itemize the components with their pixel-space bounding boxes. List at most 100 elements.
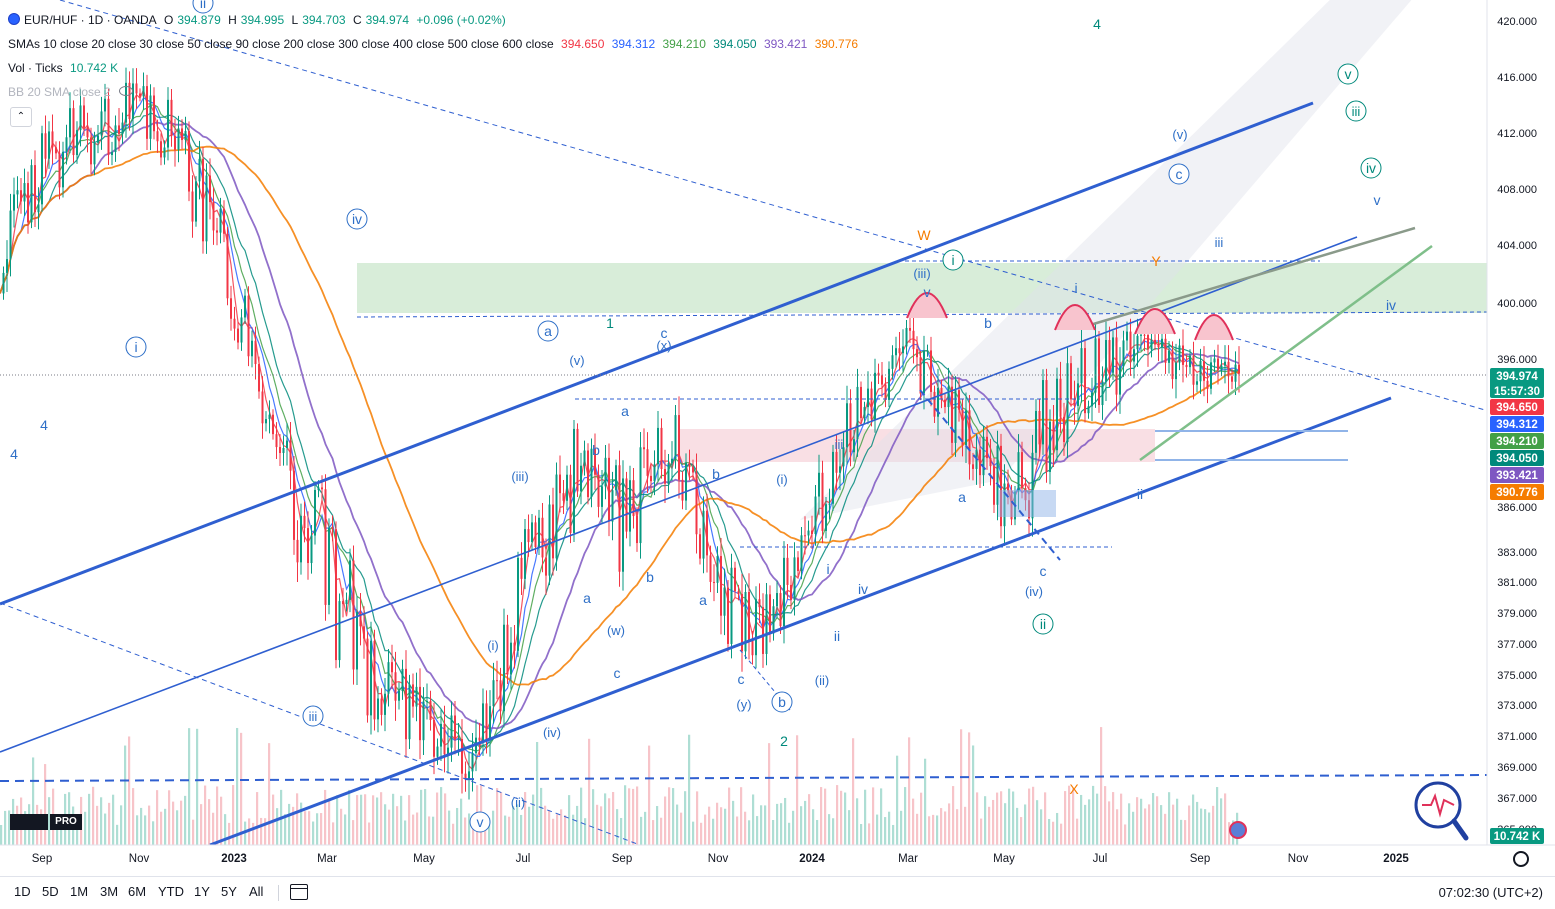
candle-body (450, 715, 453, 748)
candle-body (832, 451, 834, 504)
volume-bar (76, 818, 79, 845)
volume-bar (852, 738, 855, 845)
volume-bar (292, 806, 295, 845)
candle-body (90, 137, 92, 165)
magnifier-icon[interactable] (1414, 781, 1469, 841)
candle-body (328, 527, 330, 605)
candle-body (198, 158, 201, 182)
volume-bar (636, 786, 639, 845)
price-tick: 404.000 (1497, 240, 1537, 252)
volume-bar (308, 811, 311, 845)
timeframe-5y[interactable]: 5Y (221, 884, 237, 899)
volume-bar (1140, 798, 1143, 845)
wave-label: c (1040, 563, 1047, 579)
timeframe-3m[interactable]: 3M (100, 884, 119, 899)
symbol-legend[interactable]: EUR/HUF · 1D · OANDA O 394.879 H 394.995 L… (8, 13, 510, 27)
hidden-eye-icon[interactable] (118, 86, 133, 96)
green-trend-line (1139, 244, 1433, 462)
candle-body (643, 447, 645, 450)
volume-bar (1220, 798, 1223, 845)
sma-label[interactable]: SMAs 10 close 20 close 30 close 50 close… (8, 37, 554, 51)
volume-bar (424, 789, 427, 845)
volume-bar (396, 806, 399, 845)
volume-legend[interactable]: Vol · Ticks 10.742 K (8, 61, 122, 75)
wave-label: ii (1040, 616, 1046, 632)
timeframe-1m[interactable]: 1M (70, 884, 89, 899)
timeframe-5d[interactable]: 5D (42, 884, 59, 899)
volume-bar (32, 757, 35, 845)
trend-drawings[interactable] (0, 0, 1487, 845)
sma-legend[interactable]: SMAs 10 close 20 close 30 close 50 close… (8, 37, 862, 51)
volume-bar (880, 788, 883, 845)
candle-body (793, 557, 796, 600)
volume-bar (632, 788, 635, 845)
settings-gear-icon[interactable] (1513, 851, 1529, 867)
candle-body (324, 489, 327, 605)
candle-body (244, 295, 246, 318)
candle-body (76, 130, 78, 156)
volume-bar (164, 808, 167, 845)
wave-label: (iv) (1025, 584, 1043, 599)
candle-body (6, 259, 8, 273)
candle-body (1056, 378, 1058, 451)
candle-body (321, 487, 323, 490)
candle-body (69, 108, 71, 138)
collapse-legend-button[interactable]: ⌃ (10, 107, 32, 127)
volume-bar (1204, 809, 1207, 845)
candle-body (307, 528, 309, 564)
candle-body (1182, 345, 1184, 365)
lower-dashed-line (0, 602, 641, 845)
volume-bar (812, 809, 815, 845)
volume-bar (588, 738, 591, 845)
candle-body (541, 517, 544, 558)
symbol-name[interactable]: EUR/HUF · 1D · OANDA (24, 13, 157, 27)
wave-label: c (1176, 166, 1183, 182)
candle-body (345, 599, 348, 605)
bb-label[interactable]: BB 20 SMA close 2 (8, 85, 111, 99)
volume-bar (936, 815, 939, 845)
candle-body (58, 153, 61, 188)
volume-bar (872, 787, 875, 845)
wave-label: 4 (1093, 16, 1101, 32)
volume-label[interactable]: Vol · Ticks (8, 61, 63, 75)
volume-bar (536, 742, 539, 845)
timeframe-6m[interactable]: 6M (128, 884, 147, 899)
volume-bar (816, 820, 819, 845)
timeframe-all[interactable]: All (249, 884, 264, 899)
volume-bar (928, 816, 931, 845)
volume-bar (940, 808, 943, 845)
timeframe-1y[interactable]: 1Y (194, 884, 210, 899)
candle-body (765, 594, 768, 654)
timeframe-1d[interactable]: 1D (14, 884, 31, 899)
volume-bar (572, 814, 575, 845)
time-tick: May (993, 853, 1015, 865)
clock-text[interactable]: 07:02:30 (UTC+2) (1438, 885, 1543, 900)
wave-label: a (583, 590, 591, 606)
bb-legend[interactable]: BB 20 SMA close 2 (8, 85, 137, 99)
candle-body (335, 529, 337, 661)
wave-label: b (712, 466, 720, 482)
candle-body (188, 131, 190, 192)
volume-bar (624, 785, 627, 845)
candle-body (968, 410, 971, 465)
candle-body (860, 386, 862, 419)
volume-bar (684, 791, 687, 845)
volume-bar (356, 795, 359, 845)
candle-body (447, 747, 449, 755)
wave-label: iv (1386, 297, 1396, 313)
candle-body (1220, 365, 1223, 370)
candle-body (394, 672, 397, 701)
candle-body (1031, 452, 1034, 519)
volume-bar (344, 814, 347, 845)
candle-body (261, 391, 264, 424)
calendar-icon[interactable] (290, 884, 308, 900)
candle-body (947, 386, 950, 408)
channel-middle-line (0, 236, 1358, 753)
wave-label-circle (1345, 100, 1367, 122)
volume-bar (228, 822, 231, 845)
price-tick: 379.000 (1497, 608, 1537, 620)
timeframe-ytd[interactable]: YTD (158, 884, 184, 899)
candle-body (940, 387, 943, 400)
candle-body (489, 706, 491, 741)
